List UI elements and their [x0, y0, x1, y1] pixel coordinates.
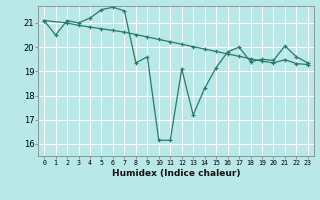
X-axis label: Humidex (Indice chaleur): Humidex (Indice chaleur) [112, 169, 240, 178]
